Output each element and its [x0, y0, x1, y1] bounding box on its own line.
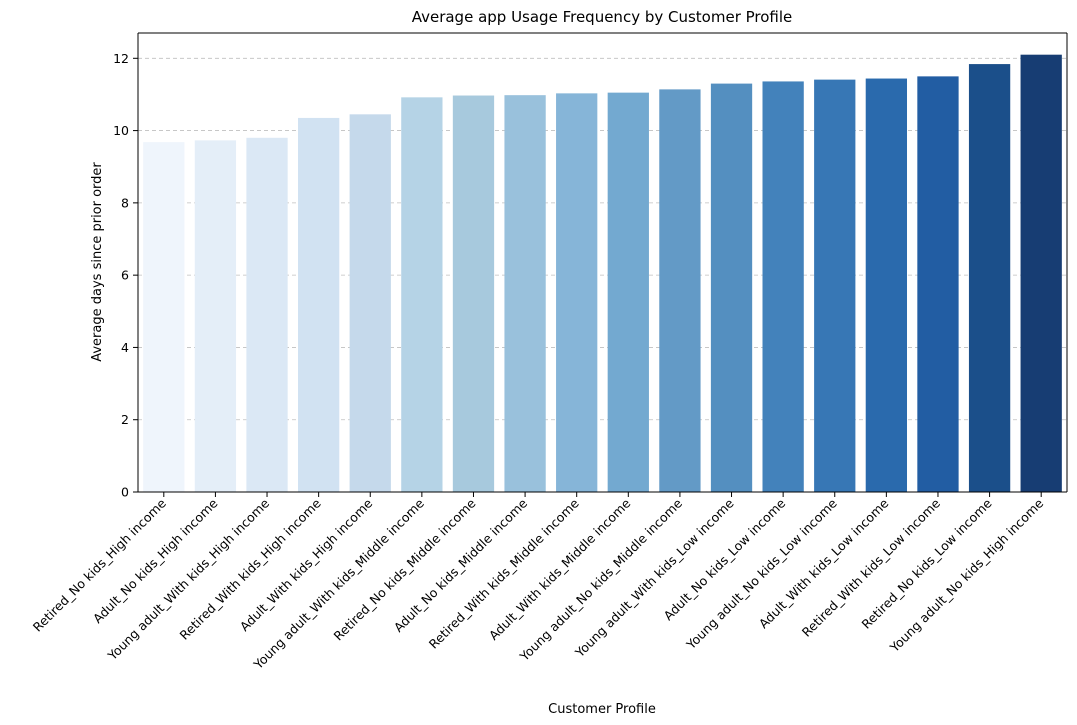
y-axis-ticks: 0 2 4 6 8 10 12 [113, 51, 138, 500]
bar-8 [504, 95, 546, 492]
y-tick-label: 2 [121, 412, 129, 427]
y-axis-title: Average days since prior order [90, 162, 105, 362]
y-tick-label: 10 [113, 123, 129, 138]
bars [143, 54, 1062, 493]
bar-11 [659, 89, 701, 492]
bar-18 [1020, 54, 1062, 493]
x-axis-title: Customer Profile [548, 702, 656, 717]
y-tick-label: 4 [121, 340, 129, 355]
bar-2 [194, 140, 237, 492]
y-tick-label: 12 [113, 51, 129, 66]
bar-7 [452, 95, 495, 492]
bar-13 [762, 81, 804, 492]
bar-14 [814, 79, 856, 492]
bar-12 [710, 83, 753, 493]
bar-6 [401, 97, 443, 493]
y-gridlines [138, 57, 1067, 421]
axes [137, 32, 1068, 493]
y-tick-label: 8 [121, 195, 129, 210]
bar-1 [143, 142, 185, 493]
y-tick-label: 6 [121, 268, 129, 283]
bar-16 [917, 76, 959, 492]
y-tick-label: 0 [121, 485, 129, 500]
chart-title: Average app Usage Frequency by Customer … [412, 8, 793, 26]
bar-17 [968, 64, 1011, 493]
bar-9 [556, 93, 598, 492]
bar-15 [865, 78, 908, 493]
bar-5 [349, 114, 391, 492]
bar-4 [297, 117, 340, 492]
bar-10 [607, 92, 649, 493]
bar-3 [246, 137, 288, 492]
